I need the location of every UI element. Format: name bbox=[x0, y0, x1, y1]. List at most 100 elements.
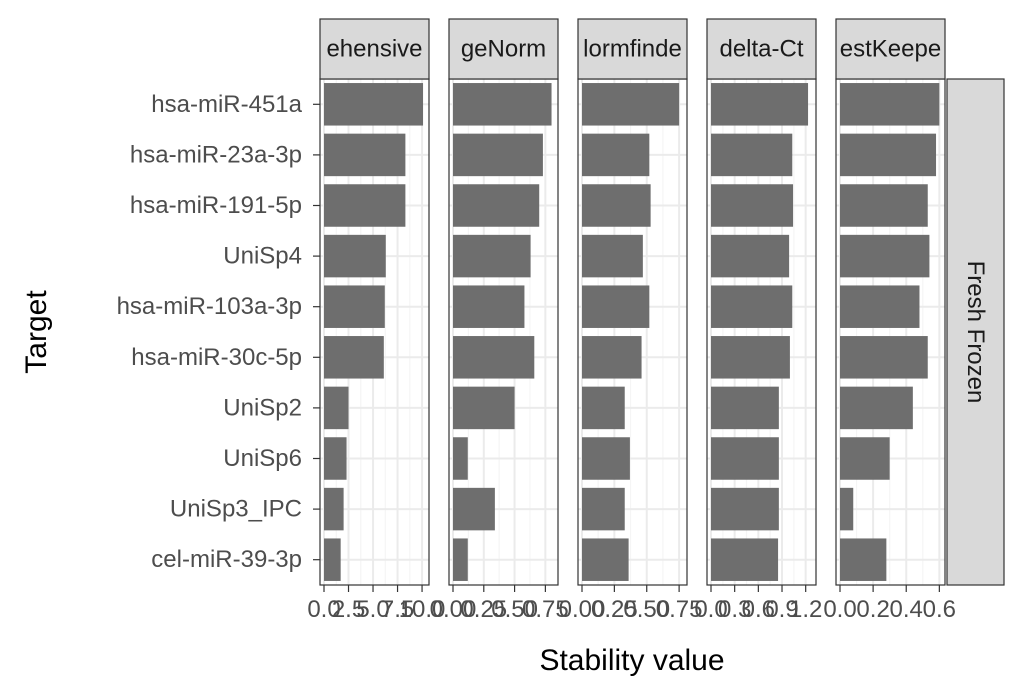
bar bbox=[711, 83, 809, 126]
category-label: hsa-miR-23a-3p bbox=[130, 141, 302, 168]
bar bbox=[453, 487, 495, 531]
x-tick-label: 0.0 bbox=[694, 596, 727, 623]
x-tick-label: 0.0 bbox=[823, 596, 856, 623]
bar bbox=[324, 133, 406, 177]
x-tick-label: 0.00 bbox=[430, 596, 477, 623]
facet-strip-label: ehensive bbox=[326, 36, 422, 63]
category-label: hsa-miR-191-5p bbox=[130, 192, 302, 219]
bar bbox=[324, 386, 349, 430]
bar bbox=[453, 538, 468, 581]
bar bbox=[582, 336, 642, 379]
bar bbox=[711, 336, 790, 379]
bar bbox=[324, 437, 347, 480]
bar bbox=[840, 538, 887, 581]
y-axis-category-labels: hsa-miR-451a hsa-miR-23a-3p hsa-miR-191-5p… bbox=[117, 91, 320, 573]
bar bbox=[711, 285, 793, 328]
facet-strip bbox=[319, 18, 430, 80]
facet-panels: ehensive0.02.55.07.510.0geNorm0.000.250.… bbox=[307, 18, 956, 623]
bar bbox=[840, 336, 928, 379]
x-tick-label: 0.2 bbox=[856, 596, 889, 623]
facet-strip bbox=[448, 18, 559, 80]
x-tick-label: 0.00 bbox=[559, 596, 606, 623]
x-tick-label: 0.9 bbox=[765, 596, 798, 623]
bar bbox=[840, 437, 890, 480]
x-axis-title: Stability value bbox=[539, 644, 724, 677]
x-tick-label: 0.75 bbox=[522, 596, 569, 623]
bar bbox=[711, 437, 779, 480]
x-tick-label: 0.50 bbox=[623, 596, 670, 623]
x-tick-label: 1.2 bbox=[789, 596, 822, 623]
facet-panel: ehensive 0.02.55.07.510.0 bbox=[307, 18, 446, 623]
x-tick-label: 0.3 bbox=[718, 596, 751, 623]
bar bbox=[453, 133, 543, 177]
facet-strip bbox=[835, 18, 946, 80]
bar bbox=[324, 184, 406, 227]
bar bbox=[453, 437, 468, 480]
facet-strip bbox=[706, 18, 817, 80]
bar bbox=[582, 234, 643, 278]
bar bbox=[711, 487, 779, 531]
bar bbox=[840, 83, 940, 126]
y-axis-title: Target bbox=[20, 290, 53, 374]
facet-panel: delta-Ct 0.00.30.60.91.2 bbox=[694, 18, 822, 623]
bar bbox=[582, 386, 625, 430]
x-tick-label: 7.5 bbox=[381, 596, 414, 623]
category-label: hsa-miR-30c-5p bbox=[131, 344, 302, 371]
category-label: UniSp3_IPC bbox=[170, 496, 302, 523]
bar bbox=[582, 133, 650, 177]
facet-strip-label: delta-Ct bbox=[719, 36, 803, 63]
bar bbox=[324, 83, 424, 126]
bar bbox=[840, 184, 928, 227]
facet-panel: estKeepe 0.0 0.2 0.4 0.6 bbox=[823, 18, 956, 623]
bar bbox=[324, 336, 384, 379]
x-tick-label: 0.50 bbox=[491, 596, 538, 623]
bar bbox=[453, 336, 535, 379]
bar bbox=[582, 184, 651, 227]
bar bbox=[840, 234, 930, 278]
facet-strip-label: lormfinde bbox=[583, 36, 682, 63]
bar bbox=[324, 285, 385, 328]
facet-strip bbox=[577, 18, 688, 80]
row-strip-box bbox=[946, 78, 1005, 586]
category-label: UniSp2 bbox=[223, 394, 302, 421]
bar bbox=[840, 285, 920, 328]
x-tick-label: 0.4 bbox=[890, 596, 923, 623]
x-tick-label: 0.25 bbox=[460, 596, 507, 623]
category-label: cel-miR-39-3p bbox=[151, 546, 302, 573]
row-strip-label: Fresh Frozen bbox=[962, 261, 989, 404]
x-tick-label: 10.0 bbox=[399, 596, 446, 623]
x-tick-label: 0.6 bbox=[742, 596, 775, 623]
bar bbox=[840, 487, 854, 531]
category-label: hsa-miR-451a bbox=[151, 91, 302, 118]
bar bbox=[324, 234, 386, 278]
bar bbox=[711, 386, 779, 430]
x-tick-label: 0.6 bbox=[923, 596, 956, 623]
category-label: UniSp6 bbox=[223, 445, 302, 472]
bar bbox=[324, 487, 344, 531]
facet-panel: geNorm 0.000.250.500.75 bbox=[430, 18, 569, 623]
bar bbox=[582, 538, 629, 581]
x-tick-label: 2.5 bbox=[332, 596, 365, 623]
bar bbox=[582, 437, 630, 480]
bar bbox=[582, 487, 625, 531]
facet-strip-label: estKeepe bbox=[840, 36, 941, 63]
bar bbox=[840, 386, 913, 430]
bar bbox=[711, 538, 779, 581]
category-label: UniSp4 bbox=[223, 243, 302, 270]
bar bbox=[711, 184, 794, 227]
x-tick-label: 5.0 bbox=[356, 596, 389, 623]
facet-panel: lormfinde 0.000.250.500.75 bbox=[559, 18, 703, 623]
bar bbox=[453, 285, 525, 328]
bar bbox=[711, 234, 790, 278]
bar bbox=[324, 538, 341, 581]
x-tick-label: 0.75 bbox=[656, 596, 703, 623]
x-tick-label: 0.0 bbox=[307, 596, 340, 623]
bar bbox=[453, 386, 515, 430]
bar bbox=[582, 285, 650, 328]
bar bbox=[582, 83, 680, 126]
bar bbox=[711, 133, 793, 177]
bar bbox=[453, 234, 531, 278]
category-label: hsa-miR-103a-3p bbox=[117, 293, 302, 320]
bar bbox=[840, 133, 937, 177]
